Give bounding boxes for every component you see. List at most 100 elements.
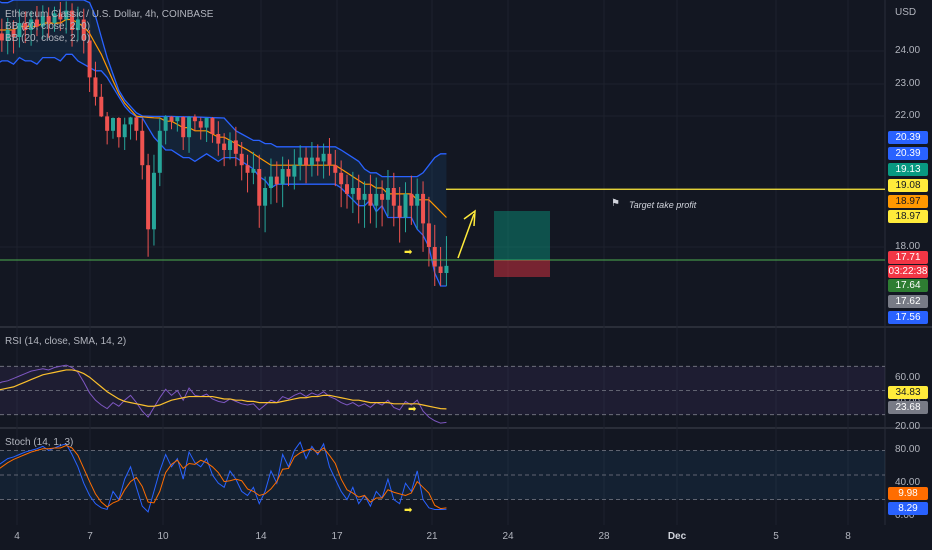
stop-zone [494, 260, 550, 277]
bollinger-upper [0, 0, 447, 178]
rsi-value-tag: 34.83 [888, 386, 928, 399]
stoch-value-tag: 8.29 [888, 502, 928, 515]
candle-body [140, 130, 145, 166]
candle-body [175, 117, 180, 122]
arrow-right-icon: ➡ [408, 404, 417, 415]
candle-body [87, 40, 92, 78]
target-arrow-head [463, 209, 476, 227]
candle-body [40, 16, 45, 27]
candle-body [233, 140, 238, 154]
candle-body [403, 193, 408, 218]
candle-body [309, 157, 314, 166]
x-tick-label: 28 [598, 531, 610, 542]
y-tick-label: 22.00 [895, 110, 921, 121]
candle-body [134, 117, 139, 131]
x-tick-label: 17 [331, 531, 343, 542]
candle-body [350, 188, 355, 194]
bollinger-lower [0, 53, 447, 287]
x-tick-label: 10 [157, 531, 169, 542]
candle-body [128, 117, 133, 125]
candle-body [251, 169, 256, 173]
rsi-legend[interactable]: RSI (14, close, SMA, 14, 2) [5, 336, 127, 347]
x-tick-label: 8 [845, 531, 851, 542]
candle-body [70, 10, 75, 30]
candle-body [204, 118, 209, 128]
candle-body [374, 193, 379, 206]
stoch-value-tag: 9.98 [888, 487, 928, 500]
candle-body [409, 193, 414, 206]
rsi-tick-label: 60.00 [895, 372, 921, 384]
bb-indicator-label[interactable]: BB (20, close, 2, 0) [5, 21, 91, 32]
candle-body [426, 223, 431, 247]
rsi-line [0, 364, 447, 424]
y-tick-label: 24.00 [895, 45, 921, 56]
candle-body [198, 121, 203, 128]
target-arrow [457, 213, 475, 259]
x-tick-label: 4 [14, 531, 20, 542]
price-tag: 18.97 [888, 210, 928, 223]
candle-body [274, 176, 279, 185]
candle-body [11, 30, 16, 37]
x-tick-label: 14 [255, 531, 267, 542]
candle-body [292, 165, 297, 177]
candle-body [216, 134, 221, 144]
candle-body [327, 153, 332, 166]
candle-body [432, 247, 437, 267]
price-tag: 20.39 [888, 131, 928, 144]
candle-body [298, 157, 303, 166]
x-tick-label: 7 [87, 531, 93, 542]
candle-body [46, 16, 51, 23]
candle-body [368, 193, 373, 206]
candle-body [17, 23, 22, 37]
candle-body [181, 117, 186, 138]
candle-body [239, 153, 244, 166]
price-tag: 03:22:38 [888, 265, 928, 278]
y-tick-label: 18.00 [895, 241, 921, 252]
price-tag: 19.08 [888, 179, 928, 192]
candle-body [444, 265, 449, 273]
candle-body [105, 116, 110, 131]
candle-body [163, 116, 168, 131]
candle-body [415, 193, 420, 206]
candle-body [339, 172, 344, 185]
price-tag: 17.71 [888, 251, 928, 264]
rsi-value-tag: 23.68 [888, 401, 928, 414]
candle-body [192, 116, 197, 122]
candle-body [5, 30, 10, 41]
stoch-tick-label: 0.00 [895, 510, 915, 521]
candle-body [0, 33, 4, 41]
candle-body [304, 157, 309, 166]
x-tick-label: 24 [502, 531, 514, 542]
candle-body [268, 176, 273, 188]
candle-body [52, 13, 57, 23]
stoch-d-line [0, 444, 447, 510]
arrow-right-icon: ➡ [404, 505, 413, 516]
candle-body [228, 140, 232, 150]
candle-body [34, 19, 39, 27]
target-annotation[interactable]: Target take profit [629, 200, 697, 210]
candle-body [146, 165, 151, 230]
stoch-tick-label: 40.00 [895, 477, 921, 489]
x-tick-label: 21 [426, 531, 438, 542]
symbol-title[interactable]: Ethereum Classic / U.S. Dollar, 4h, COIN… [5, 9, 214, 20]
x-tick-label: 5 [773, 531, 779, 542]
flag-icon: ⚑ [611, 198, 620, 209]
chart-legend: Ethereum Classic / U.S. Dollar, 4h, COIN… [5, 9, 213, 45]
stoch-legend[interactable]: Stoch (14, 1, 3) [5, 437, 74, 448]
rsi-ma-line [0, 369, 447, 410]
price-tag: 17.64 [888, 279, 928, 292]
candle-body [116, 118, 121, 138]
stoch-k-line [0, 441, 447, 513]
candle-body [75, 19, 80, 30]
candle-body [157, 130, 162, 173]
price-tag: 17.62 [888, 295, 928, 308]
candle-body [151, 172, 156, 230]
price-tag: 18.97 [888, 195, 928, 208]
candle-body [380, 193, 385, 200]
candle-body [99, 96, 104, 117]
candle-body [286, 169, 291, 177]
candle-body [257, 169, 262, 206]
candle-body [397, 205, 402, 218]
bb-indicator-label[interactable]: BB (20, close, 2, 0) [5, 33, 91, 44]
